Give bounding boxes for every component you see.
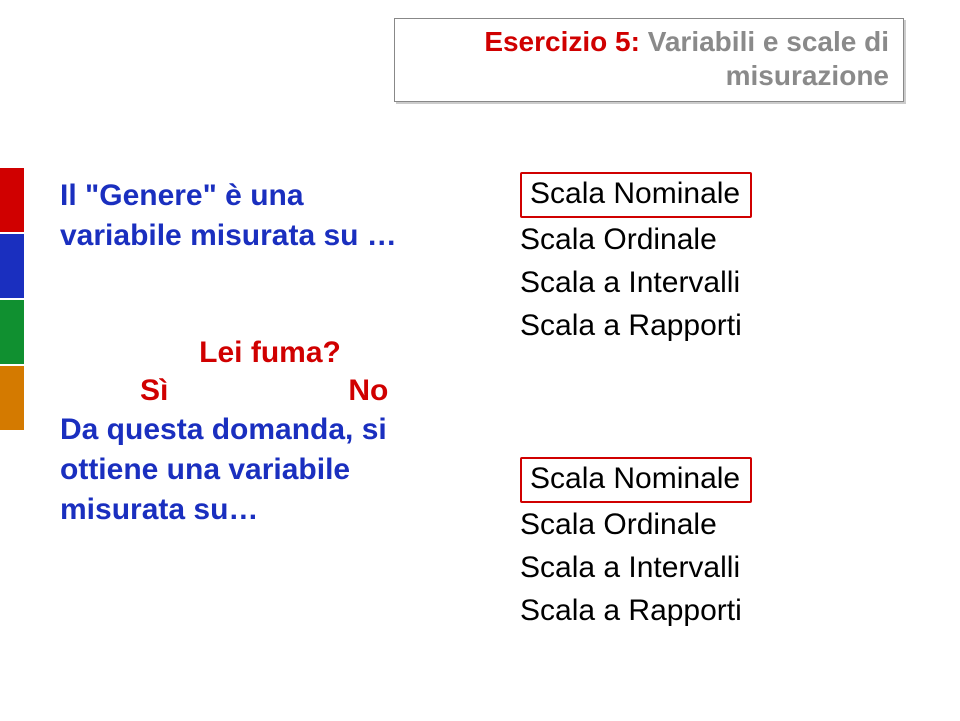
list1-opt4: Scala a Rapporti [520, 304, 900, 347]
q2-rest-l3: misurata su… [60, 490, 480, 530]
list1-opt2: Scala Ordinale [520, 218, 900, 261]
scale-list-2: Scala Nominale Scala Ordinale Scala a In… [520, 457, 900, 632]
bar-green [0, 300, 24, 364]
q2-rest-l1: Da questa domanda, si [60, 410, 480, 450]
q2-yes: Sì [140, 374, 168, 407]
q2-no: No [348, 374, 388, 407]
q2-rest: Da questa domanda, si ottiene una variab… [60, 410, 480, 530]
slide-title-line2: misurazione [409, 59, 889, 93]
q2-prompt: Lei fuma? [60, 334, 480, 372]
q2-rest-l2: ottiene una variabile [60, 450, 480, 490]
list2-opt2: Scala Ordinale [520, 503, 900, 546]
q1-line2: variabile misurata su … [60, 216, 480, 256]
q2-yes-no: Sì No [60, 372, 480, 410]
questions-column: Il "Genere" è una variabile misurata su … [60, 176, 480, 530]
side-color-bars [0, 168, 24, 430]
bar-orange [0, 366, 24, 430]
question-1: Il "Genere" è una variabile misurata su … [60, 176, 480, 256]
bar-blue [0, 234, 24, 298]
list2-answer: Scala Nominale [520, 457, 900, 503]
list1-answer-box: Scala Nominale [520, 172, 752, 218]
list2-opt4: Scala a Rapporti [520, 589, 900, 632]
question-2: Lei fuma? Sì No Da questa domanda, si ott… [60, 334, 480, 530]
q1-line1: Il "Genere" è una [60, 176, 480, 216]
answers-column: Scala Nominale Scala Ordinale Scala a In… [520, 176, 900, 632]
bar-red [0, 168, 24, 232]
list2-answer-box: Scala Nominale [520, 457, 752, 503]
scale-list-1: Scala Nominale Scala Ordinale Scala a In… [520, 172, 900, 347]
exercise-label: Esercizio 5: [484, 26, 640, 57]
slide-title-line1: Esercizio 5: Variabili e scale di [409, 25, 889, 59]
title-rest-1: Variabili e scale di [640, 26, 889, 57]
slide-title-box: Esercizio 5: Variabili e scale di misura… [394, 18, 904, 102]
list1-answer: Scala Nominale [520, 172, 900, 218]
list1-opt3: Scala a Intervalli [520, 261, 900, 304]
list2-opt3: Scala a Intervalli [520, 546, 900, 589]
